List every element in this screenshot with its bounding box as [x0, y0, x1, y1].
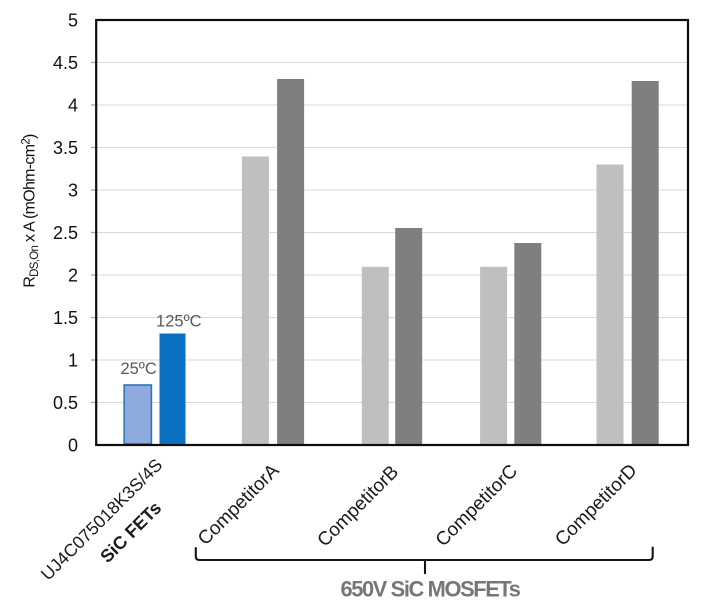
svg-text:0.5: 0.5: [53, 393, 78, 413]
svg-text:125ºC: 125ºC: [156, 313, 202, 331]
svg-text:650V SiC MOSFETs: 650V SiC MOSFETs: [340, 577, 520, 602]
svg-text:3.5: 3.5: [53, 138, 78, 158]
svg-text:1: 1: [68, 351, 78, 371]
svg-text:1.5: 1.5: [53, 308, 78, 328]
svg-text:2.5: 2.5: [53, 223, 78, 243]
svg-text:0: 0: [68, 436, 78, 456]
svg-text:2: 2: [68, 266, 78, 286]
svg-text:5: 5: [68, 11, 78, 31]
svg-text:25ºC: 25ºC: [120, 360, 156, 378]
svg-text:4.5: 4.5: [53, 53, 78, 73]
svg-text:3: 3: [68, 181, 78, 201]
svg-text:4: 4: [68, 96, 78, 116]
